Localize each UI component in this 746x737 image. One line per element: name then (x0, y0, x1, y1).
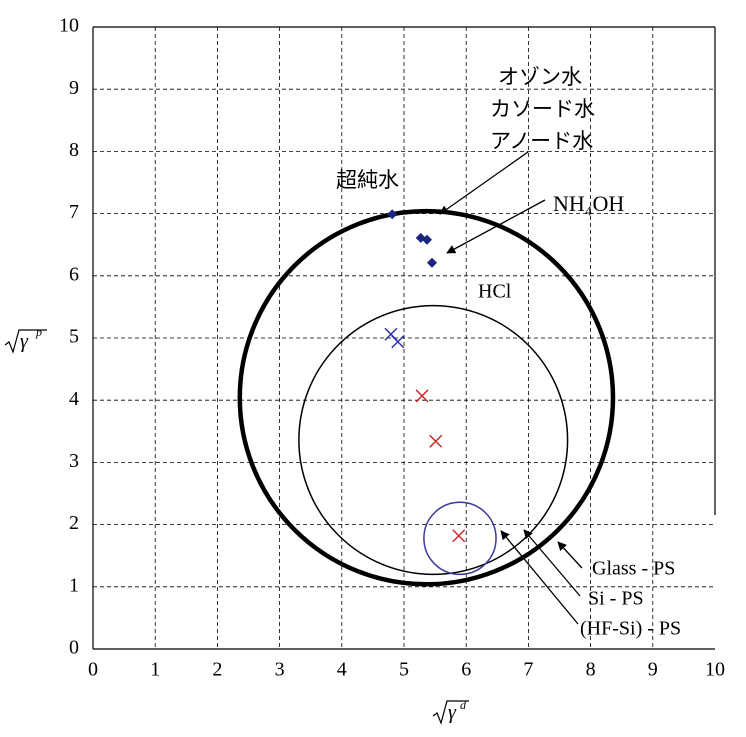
y-label-base: γ (20, 331, 29, 353)
arrow (523, 529, 581, 597)
x-tick-label: 6 (461, 659, 471, 681)
annotation: (HF-Si) - PS (580, 618, 681, 640)
region-circle (237, 208, 616, 587)
annotation: 超純水 (336, 168, 399, 192)
x-tick-label: 0 (88, 659, 98, 681)
x-tick-label: 10 (705, 659, 725, 681)
annotation: HCl (478, 281, 512, 303)
point (415, 389, 429, 403)
region-circle (423, 501, 497, 576)
arrow (439, 151, 529, 215)
y-tick-label: 4 (69, 388, 79, 410)
annotation: NH₄OH (553, 191, 624, 216)
x-tick-label: 7 (523, 659, 533, 681)
y-tick-label: 0 (69, 637, 79, 659)
y-tick-label: 7 (69, 201, 79, 223)
x-tick-label: 8 (586, 659, 596, 681)
point (387, 209, 398, 220)
y-tick-label: 9 (69, 77, 79, 99)
y-tick-label: 8 (69, 139, 79, 161)
marks (237, 208, 616, 587)
x-label-sup: d (460, 698, 467, 712)
x-tick-label: 5 (399, 659, 409, 681)
y-axis-label: γ p (4, 325, 47, 354)
annotation: Si - PS (588, 588, 644, 610)
y-tick-label: 10 (59, 15, 79, 37)
x-label-base: γ (448, 702, 457, 724)
annotation: オゾン水 (498, 65, 582, 89)
y-tick-label: 3 (69, 450, 79, 472)
point (452, 529, 466, 543)
y-tick-label: 6 (69, 263, 79, 285)
y-tick-label: 5 (69, 326, 79, 348)
arrow (500, 530, 579, 625)
x-tick-label: 9 (648, 659, 658, 681)
grid (93, 27, 715, 649)
x-tick-label: 2 (212, 659, 222, 681)
y-tick-label: 1 (69, 574, 79, 596)
annotation: カソード水 (490, 97, 595, 121)
x-tick-label: 4 (337, 659, 347, 681)
point (391, 335, 405, 349)
y-tick-label: 2 (69, 512, 79, 534)
y-label-sup: p (35, 325, 42, 339)
x-tick-label: 1 (150, 659, 160, 681)
point (429, 434, 443, 448)
region-circle (298, 304, 569, 576)
x-axis-label: γ d (432, 698, 469, 725)
arrow (446, 199, 546, 254)
point (422, 234, 433, 245)
x-tick-label: 3 (275, 659, 285, 681)
arrow (557, 541, 583, 569)
annotation: アノード水 (490, 129, 593, 153)
point (426, 257, 437, 268)
annotation: Glass - PS (592, 558, 675, 580)
